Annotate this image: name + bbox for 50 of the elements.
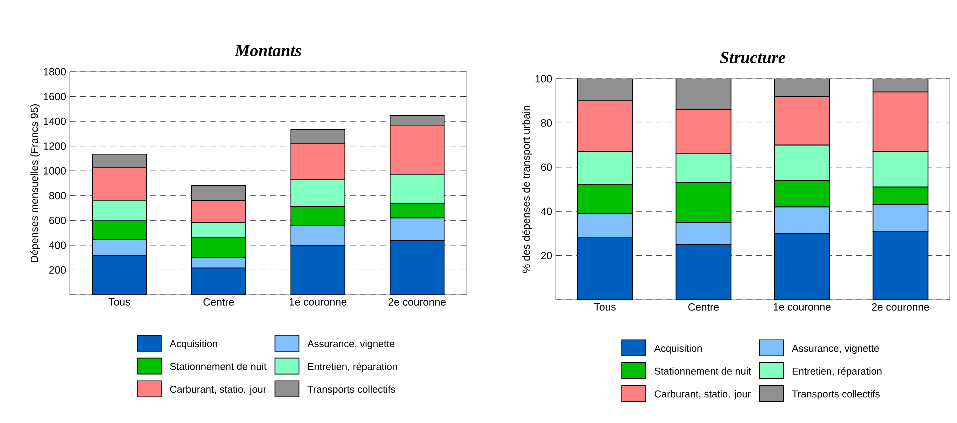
- legend-label: Stationnement de nuit: [654, 368, 752, 375]
- y-tick-label: 1200: [44, 142, 66, 150]
- y-axis-title: % des dépenses de transport urbain: [522, 106, 532, 274]
- x-tick-label: Tous: [594, 304, 616, 311]
- x-tick-label: 1e couronne: [290, 298, 347, 306]
- x-tick-label: 1e couronne: [774, 304, 831, 311]
- x-tick-label: Centre: [204, 298, 234, 306]
- legend-label: Stationnement de nuit: [170, 362, 267, 370]
- y-tick-label: 200: [50, 266, 66, 274]
- bar: [774, 78, 830, 98]
- chart-title: Montants: [234, 45, 302, 56]
- legend-label: Transports collectifs: [792, 390, 880, 400]
- legend-label: Entretien, réparation: [792, 368, 882, 377]
- y-tick-label: 20: [541, 252, 552, 260]
- legend-label: Carburant, statio. jour: [170, 386, 266, 396]
- x-tick-label: Centre: [688, 304, 719, 311]
- bar: [577, 238, 634, 300]
- bar: [676, 78, 732, 110]
- chart-title: Structure: [720, 52, 786, 64]
- y-tick-label: 800: [49, 192, 66, 200]
- bar: [872, 231, 929, 300]
- y-tick-label: 100: [536, 75, 552, 83]
- y-axis-title: Dépenses mensuelles (Francs 95): [30, 104, 40, 262]
- legend-label: Entretien, réparation: [308, 362, 398, 372]
- bar: [774, 233, 830, 300]
- legend-label: Carburant, statio. jour: [654, 390, 751, 400]
- y-tick-label: 40: [541, 208, 552, 216]
- bar: [390, 240, 445, 295]
- legend-label: Acquisition: [654, 344, 702, 354]
- y-tick-label: 1600: [44, 93, 66, 100]
- legend-label: Assurance, vignette: [792, 344, 880, 354]
- bar: [872, 78, 929, 93]
- y-tick-label: 1400: [44, 118, 66, 126]
- bar: [191, 268, 246, 295]
- bar: [92, 256, 148, 295]
- y-tick-label: 600: [50, 216, 66, 224]
- bar: [676, 244, 732, 300]
- y-tick-label: 1800: [44, 68, 66, 76]
- y-tick-label: 400: [49, 242, 66, 250]
- bar: [290, 245, 346, 295]
- y-tick-label: 60: [541, 164, 552, 172]
- legend-label: Acquisition: [170, 340, 218, 350]
- x-tick-label: Tous: [108, 298, 130, 306]
- y-tick-label: 1000: [44, 167, 66, 175]
- legend-label: Transports collectifs: [308, 386, 396, 396]
- x-tick-label: 2e couronne: [388, 298, 446, 306]
- legend-label: Assurance, vignette: [308, 340, 395, 350]
- y-tick-label: 80: [541, 120, 552, 127]
- bar: [577, 78, 634, 102]
- x-tick-label: 2e couronne: [872, 304, 930, 311]
